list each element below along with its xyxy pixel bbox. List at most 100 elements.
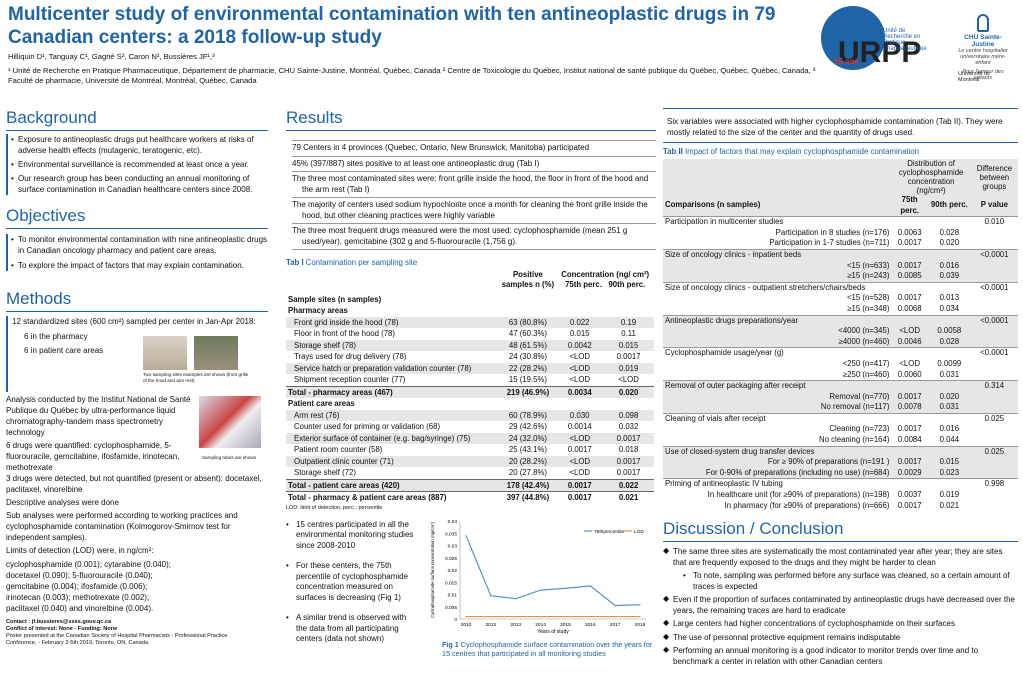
fig1-caption-text: Cyclophosphamide surface contamination o… <box>442 639 653 658</box>
tab1-positive: 15 (19.5%) <box>508 375 547 384</box>
methods-analysis: Analysis conducted by the Institut Natio… <box>6 395 191 437</box>
tab2-p90: 0.020 <box>939 391 960 401</box>
photo-caption: Two sampling sites examples are shown (f… <box>143 372 249 383</box>
results-item: The majority of centers used sodium hypo… <box>292 197 656 223</box>
tab1-positive: 63 (80.8%) <box>508 317 547 327</box>
table-row: No cleaning (n=164) 0.0084 0.044 <box>663 435 1018 446</box>
background-item: Environmental surveillance is recommende… <box>11 159 268 170</box>
table-row: Patient room counter (58) 25 (43.1%) 0.0… <box>286 444 654 456</box>
tab2-row-label: Cleaning (n=723) <box>829 424 890 434</box>
table-row: Exterior surface of container (e.g. bag/… <box>286 432 654 444</box>
tab1-p90: <LOD <box>618 375 639 384</box>
tab1-p75: 0.0017 <box>567 493 592 502</box>
tab1-p75: 0.0017 <box>567 480 592 490</box>
tab1-positive: 178 (42.4%) <box>506 480 550 490</box>
tab2-p75: 0.0029 <box>897 467 922 477</box>
data-point <box>639 603 641 605</box>
discussion-item-text: Performing an annual monitoring is a goo… <box>673 646 979 666</box>
table-row: Cleaning (n=723) 0.0017 0.016 <box>663 424 1018 435</box>
tab2-caption-label: Tab II <box>663 147 683 156</box>
tab1-header-positive: Positive samples n (%) <box>501 270 555 289</box>
data-point <box>564 615 567 617</box>
table-row: Storage shelf (78) 48 (61.5%) 0.0042 0.0… <box>286 339 654 351</box>
lod-line: gemcitabine (0.004); ifosfamide (0.006); <box>6 582 148 591</box>
background-item: Exposure to antineoplastic drugs put hea… <box>11 134 268 156</box>
tab2-row-label: Participation in 8 studies (n=176) <box>775 227 890 237</box>
tab1-positive: 47 (60.3%) <box>508 329 547 338</box>
tab2-p75: 0.0017 <box>897 238 922 248</box>
table-row: For ≥ 90% of preparations (n=191 ) 0.001… <box>663 457 1018 468</box>
table-row: <250 (n=417) <LOD 0.0099 <box>663 359 1018 370</box>
tab2-row-label: ≥15 (n=243) <box>847 271 890 281</box>
table-row: ≥250 (n=460) 0.0060 0.031 <box>663 370 1018 381</box>
tab2-group-label: Antineoplastic drugs preparations/year <box>665 315 799 325</box>
methods-sub-analyses: Sub analyses were performed according to… <box>6 511 238 542</box>
tab1-site: Total - pharmacy & patient care areas (8… <box>288 493 447 502</box>
data-point <box>539 588 542 591</box>
tab2-row-label: For ≥ 90% of preparations (n=191 ) <box>767 457 890 467</box>
poster-title: Multicenter study of environmental conta… <box>8 4 776 48</box>
results-item: 45% (397/887) sites positive to at least… <box>292 155 656 172</box>
tab2-p90: 0.023 <box>939 467 960 477</box>
tab1-p90: 0.0017 <box>616 433 641 443</box>
tab1-section-row: Pharmacy areas <box>286 305 654 317</box>
table-row: <15 (n=633) 0.0017 0.016 <box>663 260 1018 272</box>
table-row: No removal (n=117) 0.0078 0.031 <box>663 402 1018 414</box>
table-row: Participation in 1-7 studies (n=711) 0.0… <box>663 238 1018 249</box>
tab1-section-label: Patient care areas <box>288 399 355 408</box>
table-row: Floor in front of the hood (78) 47 (60.3… <box>286 328 654 340</box>
photo-sampling-tubes <box>199 396 261 448</box>
conflict-of-interest: Conflict of interest: None - Funding: No… <box>6 626 118 632</box>
tab2-p90: 0.044 <box>939 435 960 445</box>
background-item: Our research group has been conducting a… <box>11 173 268 195</box>
table-row: In healthcare unit (for ≥90% of preparat… <box>663 490 1018 501</box>
tab2-group-label: Use of closed-system drug transfer devic… <box>665 446 815 456</box>
tab2-p75: 0.0017 <box>897 391 922 401</box>
tab2-group-row: Cleaning of vials after receipt 0.025 <box>663 413 1018 424</box>
tab2-row-label: In healthcare unit (for ≥90% of preparat… <box>707 490 890 500</box>
tab2-p90: 0.031 <box>939 402 960 412</box>
tab1-header-p90: 90th perc. <box>608 280 646 289</box>
tab2-row-label: <250 (n=417) <box>842 358 890 368</box>
table-row: ≥4000 (n=460) 0.0046 0.028 <box>663 336 1018 348</box>
tab2-p-value: <0.0001 <box>980 348 1009 358</box>
tab2-p75: <LOD <box>899 326 920 336</box>
discussion-item: ◆ The same three sites are systematically… <box>663 546 1003 567</box>
data-point <box>589 584 591 587</box>
results-heading: Results <box>286 108 343 127</box>
tab2-row-label: <4000 (n=345) <box>838 326 890 336</box>
data-point <box>614 615 616 617</box>
tab2-p90: 0.019 <box>939 490 960 500</box>
tab2-header-p75: 75th perc. <box>900 195 919 215</box>
results-list: 79 Centers in 4 provinces (Quebec, Ontar… <box>286 140 656 250</box>
tab2-row-label: No removal (n=117) <box>820 402 890 412</box>
tab2-group-label: Cleaning of vials after receipt <box>665 413 766 423</box>
series-line-75thpercentile <box>465 534 641 606</box>
tab2-row-label: No cleaning (n=164) <box>819 435 890 445</box>
methods-heading: Methods <box>6 289 72 308</box>
tab2-header-diff: Difference between groups <box>976 163 1013 191</box>
tab1-caption-label: Tab I <box>286 258 304 267</box>
tab2-group-label: Removal of outer packaging after receipt <box>665 381 806 391</box>
y-tick-label: 0.035 <box>445 531 457 537</box>
x-tick-label: 2010 <box>461 622 472 628</box>
table-row: ≥15 (n=348) 0.0068 0.034 <box>663 304 1018 315</box>
tab2-p90: 0.031 <box>939 369 960 379</box>
tab1-site: Total - pharmacy areas (467) <box>288 387 393 397</box>
y-tick-label: 0.005 <box>445 604 457 610</box>
tab2-p-value: 0.025 <box>984 413 1005 423</box>
table-row: Removal (n=770) 0.0017 0.020 <box>663 391 1018 403</box>
tab2-group-label: Size of oncology clinics - outpatient st… <box>665 282 866 292</box>
data-point <box>589 615 591 617</box>
discussion-item-text: The same three sites are systematically … <box>673 547 1003 567</box>
trend-item-text: A similar trend is observed with the dat… <box>296 613 407 643</box>
tab1-p75: <LOD <box>569 375 591 384</box>
fig1-caption: Fig 1 Cyclophosphamide surface contamina… <box>442 640 656 658</box>
tab2-group-row: Removal of outer packaging after receipt… <box>663 380 1018 392</box>
table-row: <4000 (n=345) <LOD 0.0058 <box>663 326 1018 337</box>
methods-sites-pharmacy: 6 in the pharmacy <box>24 332 88 341</box>
trend-item-text: 15 centres participated in all the envir… <box>296 519 414 550</box>
methods-sites: 12 standardized sites (600 cm²) sampled … <box>12 317 256 326</box>
tab1-positive: 24 (32.0%) <box>508 433 547 443</box>
photo-arm-rest <box>194 336 238 370</box>
